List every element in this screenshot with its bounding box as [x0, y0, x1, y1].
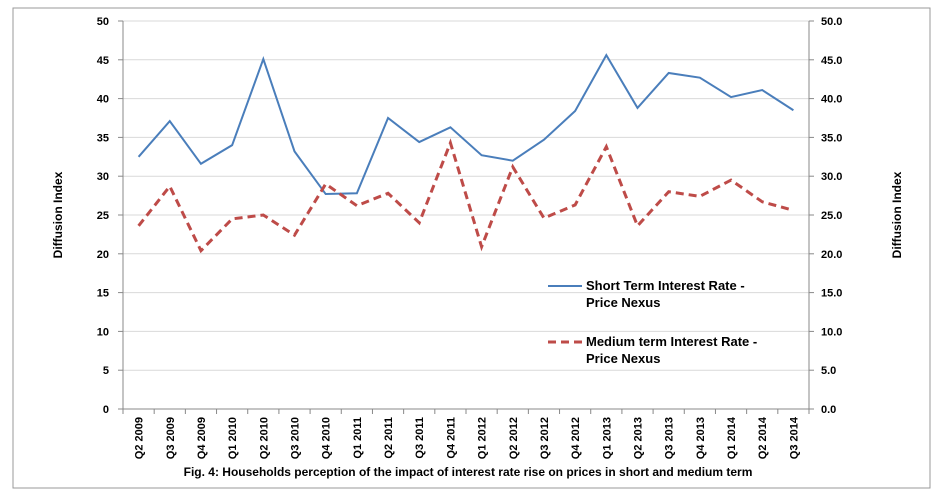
- x-tick-label: Q1 2010: [227, 417, 239, 459]
- chart-title: Fig. 4: Households perception of the imp…: [184, 465, 753, 479]
- y-tick-label: 25: [97, 210, 109, 222]
- legend-label: Short Term Interest Rate - Price Nexus: [586, 278, 745, 310]
- x-tick-label: Q3 2011: [414, 417, 426, 459]
- x-tick-label: Q4 2013: [695, 417, 707, 459]
- x-tick-label: Q1 2013: [601, 417, 613, 459]
- legend-label: Medium term Interest Rate - Price Nexus: [586, 334, 758, 366]
- x-tick-label: Q1 2012: [477, 417, 489, 459]
- y-tick-label: 10: [97, 326, 109, 338]
- x-tick-label: Q4 2012: [570, 417, 582, 459]
- y2-tick-label: 35.0: [821, 132, 842, 144]
- y-tick-label: 35: [97, 132, 109, 144]
- y-tick-label: 50: [97, 16, 109, 28]
- y2-tick-label: 45.0: [821, 55, 842, 67]
- y2-tick-label: 10.0: [821, 326, 842, 338]
- x-tick-label: Q1 2011: [352, 417, 364, 459]
- y2-tick-label: 50.0: [821, 16, 842, 28]
- x-tick-label: Q3 2014: [788, 416, 800, 459]
- y2-tick-label: 20.0: [821, 249, 842, 261]
- y-tick-label: 5: [103, 365, 109, 377]
- y-tick-label: 15: [97, 288, 109, 300]
- y-axis-label: Diffusion Index: [51, 171, 65, 258]
- y-tick-label: 0: [103, 404, 109, 416]
- x-tick-label: Q4 2011: [445, 417, 457, 459]
- x-tick-label: Q2 2009: [134, 417, 146, 459]
- y-tick-label: 45: [97, 55, 109, 67]
- y-tick-label: 40: [97, 94, 109, 106]
- chart-border: [12, 7, 931, 489]
- x-tick-label: Q3 2009: [165, 417, 177, 459]
- x-tick-label: Q4 2009: [196, 417, 208, 459]
- x-tick-label: Q4 2010: [321, 417, 333, 459]
- x-tick-label: Q2 2012: [508, 417, 520, 459]
- x-tick-label: Q3 2013: [664, 417, 676, 459]
- x-tick-label: Q1 2014: [726, 416, 738, 459]
- y2-tick-label: 5.0: [821, 365, 836, 377]
- x-tick-label: Q2 2011: [383, 417, 395, 459]
- x-tick-label: Q2 2013: [633, 417, 645, 459]
- y2-tick-label: 0.0: [821, 404, 836, 416]
- x-tick-label: Q2 2014: [757, 416, 769, 459]
- y2-tick-label: 40.0: [821, 94, 842, 106]
- y2-tick-label: 25.0: [821, 210, 842, 222]
- series-line: [137, 53, 794, 196]
- y-tick-label: 30: [97, 171, 109, 183]
- y2-axis-label: Diffusion Index: [890, 171, 904, 258]
- x-tick-label: Q3 2010: [290, 417, 302, 459]
- x-tick-label: Q3 2012: [539, 417, 551, 459]
- y2-tick-label: 30.0: [821, 171, 842, 183]
- y2-tick-label: 15.0: [821, 288, 842, 300]
- x-tick-label: Q2 2010: [258, 417, 270, 459]
- series-line: [137, 138, 794, 254]
- y-tick-label: 20: [97, 249, 109, 261]
